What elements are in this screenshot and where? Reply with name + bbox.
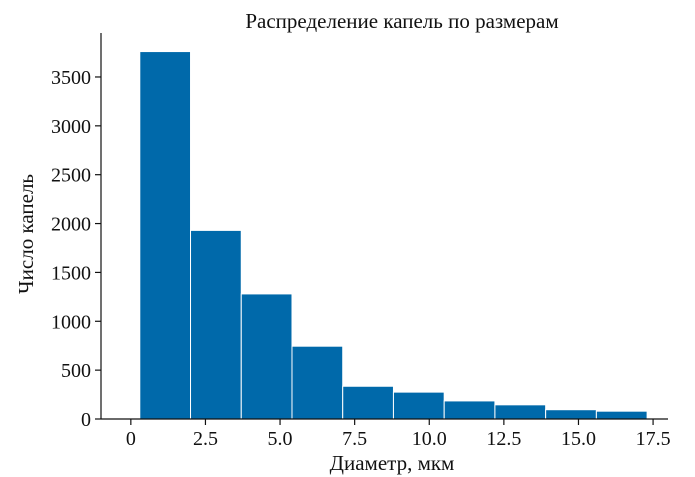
y-tick-label: 0 [81, 409, 91, 431]
bars-group [139, 51, 648, 420]
y-tick-label: 3500 [51, 67, 91, 89]
x-tick-label: 10.0 [412, 428, 447, 450]
histogram-bar-10 [595, 410, 648, 420]
y-tick-label: 1500 [51, 262, 91, 284]
x-tick-label: 0 [126, 428, 136, 450]
histogram-bar-9 [545, 409, 597, 420]
histogram-bar-6 [392, 391, 445, 420]
y-tick-label: 3000 [51, 116, 91, 138]
x-ticks-group: 0 2.5 5.0 7.5 10.0 12.5 15.0 17.5 [126, 419, 671, 450]
histogram-bar-2 [190, 229, 242, 420]
x-tick-label: 5.0 [268, 428, 293, 450]
histogram-bar-5 [342, 385, 394, 420]
histogram-bar-1 [139, 51, 192, 420]
histogram-bar-7 [443, 400, 496, 420]
y-tick-label: 2500 [51, 165, 91, 187]
y-ticks-group: 0 500 1000 1500 2000 2500 3000 3500 [51, 67, 101, 431]
x-tick-label: 12.5 [486, 428, 521, 450]
histogram-bar-3 [240, 293, 293, 420]
y-axis-label: Число капель [14, 174, 38, 294]
chart-title: Распределение капель по размерам [245, 9, 558, 33]
x-tick-label: 15.0 [561, 428, 596, 450]
y-tick-label: 500 [61, 360, 91, 382]
x-tick-label: 2.5 [193, 428, 218, 450]
y-tick-label: 1000 [51, 311, 91, 333]
y-tick-label: 2000 [51, 214, 91, 236]
x-axis-label: Диаметр, мкм [330, 451, 455, 475]
histogram-bar-8 [494, 404, 547, 420]
histogram-bar-4 [291, 345, 344, 420]
x-tick-label: 17.5 [636, 428, 671, 450]
x-tick-label: 7.5 [342, 428, 367, 450]
